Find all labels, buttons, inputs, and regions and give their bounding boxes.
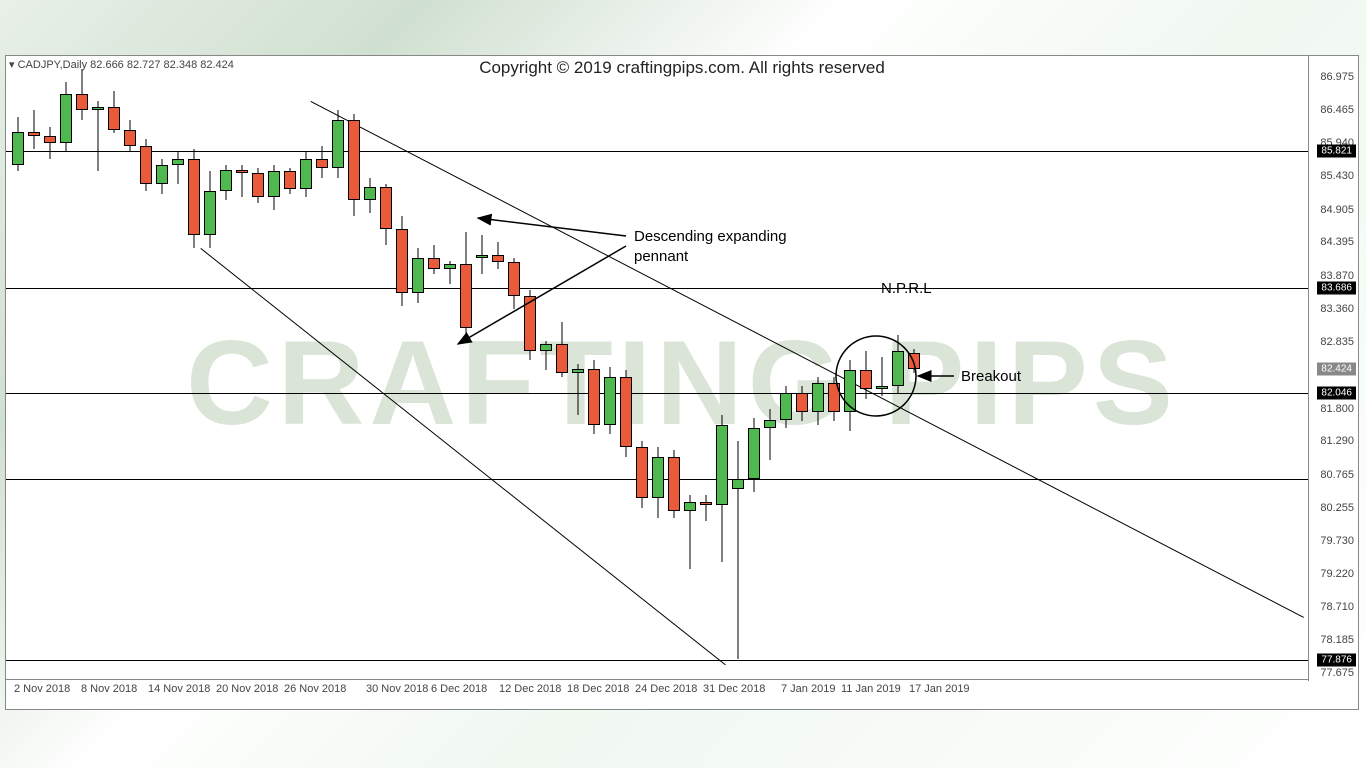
x-tick: 8 Nov 2018 <box>81 683 137 695</box>
annotation: N.P.R.L <box>881 280 932 297</box>
x-tick: 2 Nov 2018 <box>14 683 70 695</box>
trendline <box>311 101 1304 618</box>
chart-area[interactable]: Descending expanding pennant N.P.R.L Breako… <box>6 56 1308 681</box>
x-tick: 6 Dec 2018 <box>431 683 487 695</box>
x-tick: 17 Jan 2019 <box>909 683 970 695</box>
x-tick: 11 Jan 2019 <box>841 683 901 695</box>
y-tick: 85.430 <box>1320 170 1354 182</box>
y-tick: 80.255 <box>1320 502 1354 514</box>
x-tick: 18 Dec 2018 <box>567 683 629 695</box>
y-tick: 82.835 <box>1320 336 1354 348</box>
price-label: 82.046 <box>1317 386 1356 399</box>
x-tick: 14 Nov 2018 <box>148 683 210 695</box>
y-tick: 78.710 <box>1320 601 1354 613</box>
x-tick: 31 Dec 2018 <box>703 683 765 695</box>
y-tick: 81.800 <box>1320 403 1354 415</box>
y-tick: 83.360 <box>1320 303 1354 315</box>
y-tick: 86.975 <box>1320 71 1354 83</box>
x-tick: 12 Dec 2018 <box>499 683 561 695</box>
x-tick: 24 Dec 2018 <box>635 683 697 695</box>
chart-container: ▾ CADJPY,Daily 82.666 82.727 82.348 82.4… <box>5 55 1359 710</box>
y-tick: 83.870 <box>1320 270 1354 282</box>
price-label: 85.821 <box>1317 144 1356 157</box>
annotation: Descending expanding <box>634 228 787 245</box>
x-tick: 26 Nov 2018 <box>284 683 346 695</box>
y-tick: 79.220 <box>1320 568 1354 580</box>
horizontal-line <box>6 660 1308 661</box>
y-tick: 77.675 <box>1320 667 1354 679</box>
y-tick: 79.730 <box>1320 535 1354 547</box>
x-tick: 30 Nov 2018 <box>366 683 428 695</box>
horizontal-line <box>6 288 1308 289</box>
overlay-svg <box>6 56 1308 681</box>
price-label: 83.686 <box>1317 281 1356 294</box>
annotation: pennant <box>634 248 688 265</box>
y-tick: 86.465 <box>1320 104 1354 116</box>
horizontal-line <box>6 393 1308 394</box>
price-label: 77.876 <box>1317 654 1356 667</box>
annotation: Breakout <box>961 368 1021 385</box>
price-label: 82.424 <box>1317 362 1356 375</box>
arrow <box>458 246 626 344</box>
x-axis: 2 Nov 2018 8 Nov 2018 14 Nov 2018 20 Nov 20… <box>6 679 1308 709</box>
y-axis: 86.97586.46585.94085.43084.90584.39583.8… <box>1308 56 1358 681</box>
y-tick: 78.185 <box>1320 634 1354 646</box>
y-tick: 81.290 <box>1320 435 1354 447</box>
y-tick: 84.905 <box>1320 204 1354 216</box>
horizontal-line <box>6 151 1308 152</box>
x-tick: 7 Jan 2019 <box>781 683 835 695</box>
x-tick: 20 Nov 2018 <box>216 683 278 695</box>
y-tick: 80.765 <box>1320 469 1354 481</box>
y-tick: 84.395 <box>1320 236 1354 248</box>
